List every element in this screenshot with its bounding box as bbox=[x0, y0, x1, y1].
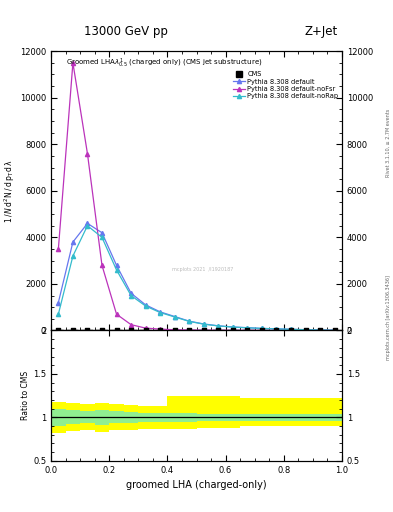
Text: 13000 GeV pp: 13000 GeV pp bbox=[84, 26, 168, 38]
Pythia 8.308 default bbox=[332, 327, 337, 333]
Line: Pythia 8.308 default-noFsr: Pythia 8.308 default-noFsr bbox=[56, 61, 337, 333]
Pythia 8.308 default bbox=[85, 220, 90, 226]
Pythia 8.308 default-noRap bbox=[100, 234, 105, 241]
Pythia 8.308 default-noFsr bbox=[173, 327, 177, 333]
Legend: CMS, Pythia 8.308 default, Pythia 8.308 default-noFsr, Pythia 8.308 default-noRa: CMS, Pythia 8.308 default, Pythia 8.308 … bbox=[233, 71, 339, 99]
Y-axis label: $\mathrm{1\,/\,\mathit{N}\,d^2N\,/\,d\,p_T\,d\,\lambda}$: $\mathrm{1\,/\,\mathit{N}\,d^2N\,/\,d\,p… bbox=[3, 159, 17, 223]
Point bbox=[172, 326, 178, 334]
Pythia 8.308 default bbox=[245, 325, 250, 331]
Y-axis label: Ratio to CMS: Ratio to CMS bbox=[21, 371, 30, 420]
Point bbox=[84, 326, 91, 334]
Pythia 8.308 default bbox=[129, 290, 134, 296]
Pythia 8.308 default-noFsr bbox=[129, 322, 134, 328]
Pythia 8.308 default-noRap bbox=[318, 327, 323, 333]
Pythia 8.308 default bbox=[56, 300, 61, 306]
Point bbox=[303, 326, 309, 334]
Point bbox=[55, 326, 62, 334]
Pythia 8.308 default-noFsr bbox=[274, 327, 279, 333]
Pythia 8.308 default bbox=[173, 313, 177, 319]
Pythia 8.308 default bbox=[274, 326, 279, 332]
Point bbox=[186, 326, 193, 334]
Pythia 8.308 default-noFsr bbox=[85, 151, 90, 157]
Point bbox=[230, 326, 236, 334]
X-axis label: groomed LHA (charged-only): groomed LHA (charged-only) bbox=[126, 480, 267, 490]
Pythia 8.308 default-noRap bbox=[245, 325, 250, 331]
Pythia 8.308 default-noRap bbox=[114, 267, 119, 273]
Pythia 8.308 default-noFsr bbox=[260, 327, 264, 333]
Pythia 8.308 default-noRap bbox=[260, 326, 264, 332]
Pythia 8.308 default bbox=[260, 325, 264, 331]
Pythia 8.308 default bbox=[143, 302, 148, 308]
Pythia 8.308 default bbox=[114, 262, 119, 268]
Point bbox=[114, 326, 120, 334]
Point bbox=[143, 326, 149, 334]
Pythia 8.308 default-noFsr bbox=[100, 262, 105, 268]
Pythia 8.308 default bbox=[202, 321, 206, 327]
Point bbox=[274, 326, 280, 334]
Pythia 8.308 default bbox=[71, 239, 75, 245]
Pythia 8.308 default-noRap bbox=[303, 327, 308, 333]
Pythia 8.308 default-noRap bbox=[158, 309, 163, 315]
Text: mcplots 2021  /I1920187: mcplots 2021 /I1920187 bbox=[172, 267, 233, 271]
Pythia 8.308 default-noRap bbox=[216, 323, 221, 329]
Point bbox=[259, 326, 265, 334]
Pythia 8.308 default bbox=[318, 327, 323, 333]
Pythia 8.308 default-noRap bbox=[85, 223, 90, 229]
Text: Rivet 3.1.10, ≥ 2.7M events: Rivet 3.1.10, ≥ 2.7M events bbox=[386, 109, 391, 178]
Pythia 8.308 default-noFsr bbox=[289, 327, 294, 333]
Line: Pythia 8.308 default-noRap: Pythia 8.308 default-noRap bbox=[56, 224, 337, 332]
Text: mcplots.cern.ch [arXiv:1306.3436]: mcplots.cern.ch [arXiv:1306.3436] bbox=[386, 275, 391, 360]
Pythia 8.308 default-noFsr bbox=[114, 311, 119, 317]
Pythia 8.308 default-noRap bbox=[173, 314, 177, 320]
Text: Z+Jet: Z+Jet bbox=[305, 26, 338, 38]
Point bbox=[332, 326, 338, 334]
Pythia 8.308 default-noRap bbox=[332, 327, 337, 333]
Pythia 8.308 default bbox=[158, 309, 163, 315]
Point bbox=[70, 326, 76, 334]
Text: Groomed LHA$\lambda^1_{0.5}$ (charged only) (CMS jet substructure): Groomed LHA$\lambda^1_{0.5}$ (charged on… bbox=[66, 57, 262, 70]
Point bbox=[128, 326, 134, 334]
Pythia 8.308 default-noRap bbox=[202, 321, 206, 327]
Pythia 8.308 default-noFsr bbox=[71, 60, 75, 66]
Pythia 8.308 default-noRap bbox=[129, 292, 134, 298]
Pythia 8.308 default-noFsr bbox=[202, 327, 206, 333]
Pythia 8.308 default-noFsr bbox=[56, 246, 61, 252]
Point bbox=[157, 326, 163, 334]
Pythia 8.308 default bbox=[100, 230, 105, 236]
Pythia 8.308 default bbox=[187, 318, 192, 324]
Point bbox=[215, 326, 222, 334]
Point bbox=[201, 326, 207, 334]
Pythia 8.308 default-noFsr bbox=[216, 327, 221, 333]
Pythia 8.308 default bbox=[289, 326, 294, 332]
Pythia 8.308 default-noRap bbox=[71, 253, 75, 259]
Pythia 8.308 default-noRap bbox=[289, 326, 294, 332]
Pythia 8.308 default-noRap bbox=[143, 303, 148, 309]
Pythia 8.308 default-noFsr bbox=[231, 327, 235, 333]
Pythia 8.308 default-noFsr bbox=[158, 326, 163, 332]
Line: Pythia 8.308 default: Pythia 8.308 default bbox=[56, 221, 337, 332]
Pythia 8.308 default-noFsr bbox=[303, 327, 308, 333]
Pythia 8.308 default-noFsr bbox=[187, 327, 192, 333]
Point bbox=[317, 326, 323, 334]
Point bbox=[99, 326, 105, 334]
Pythia 8.308 default-noFsr bbox=[318, 327, 323, 333]
Pythia 8.308 default-noFsr bbox=[332, 327, 337, 333]
Pythia 8.308 default-noRap bbox=[274, 326, 279, 332]
Point bbox=[288, 326, 294, 334]
Pythia 8.308 default-noRap bbox=[231, 324, 235, 330]
Pythia 8.308 default-noFsr bbox=[245, 327, 250, 333]
Pythia 8.308 default-noRap bbox=[56, 311, 61, 317]
Pythia 8.308 default bbox=[231, 324, 235, 330]
Point bbox=[244, 326, 251, 334]
Pythia 8.308 default bbox=[303, 327, 308, 333]
Pythia 8.308 default bbox=[216, 323, 221, 329]
Pythia 8.308 default-noRap bbox=[187, 318, 192, 325]
Pythia 8.308 default-noFsr bbox=[143, 325, 148, 331]
